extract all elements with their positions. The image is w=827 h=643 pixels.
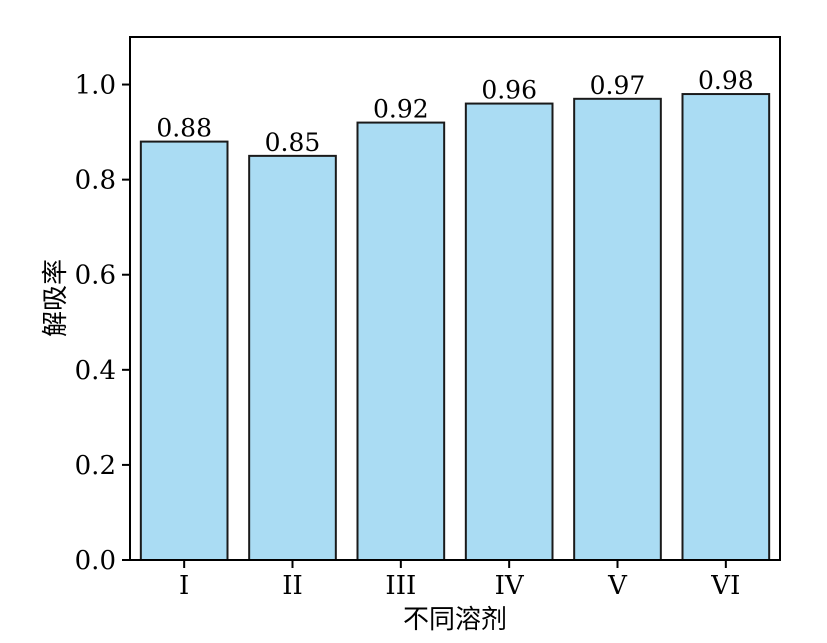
plot-frame — [129, 36, 781, 561]
y-tick-label-6: 1.0 — [75, 71, 116, 101]
y-tick-label-2: 0.2 — [75, 451, 116, 481]
y-tick-label-5: 0.8 — [75, 166, 116, 196]
bar-2 — [248, 154, 337, 561]
bar-4 — [464, 102, 554, 562]
data-label-5: 0.97 — [590, 71, 646, 100]
data-label-3: 0.92 — [373, 95, 429, 124]
data-label-1: 0.88 — [156, 114, 212, 143]
x-axis-title: 不同溶剂 — [403, 605, 507, 635]
data-label-6: 0.98 — [698, 66, 754, 95]
bar-5 — [573, 97, 662, 562]
bar-3 — [356, 121, 446, 561]
data-label-4: 0.96 — [481, 76, 537, 105]
x-tick-label-4: IV — [495, 571, 525, 601]
bars-group: 0.88 0.85 0.92 0.96 0.97 0.98 — [139, 66, 771, 562]
y-tick-label-3: 0.4 — [75, 356, 116, 386]
x-tick-label-2: II — [282, 571, 303, 601]
x-tick-label-5: V — [607, 571, 628, 601]
data-label-2: 0.85 — [265, 128, 321, 157]
bar-1 — [139, 140, 229, 561]
x-tick-label-1: I — [179, 571, 189, 601]
x-tick-label-6: VI — [710, 571, 740, 601]
y-axis-title: 解吸率 — [41, 259, 71, 337]
y-tick-label-4: 0.6 — [75, 261, 116, 291]
bar-6 — [681, 93, 771, 562]
x-tick-label-3: III — [385, 571, 416, 601]
ticks-group: I II III IV V VI0.00.20.40.60.81.0 — [75, 71, 741, 601]
y-tick-label-1: 0.0 — [75, 546, 116, 576]
